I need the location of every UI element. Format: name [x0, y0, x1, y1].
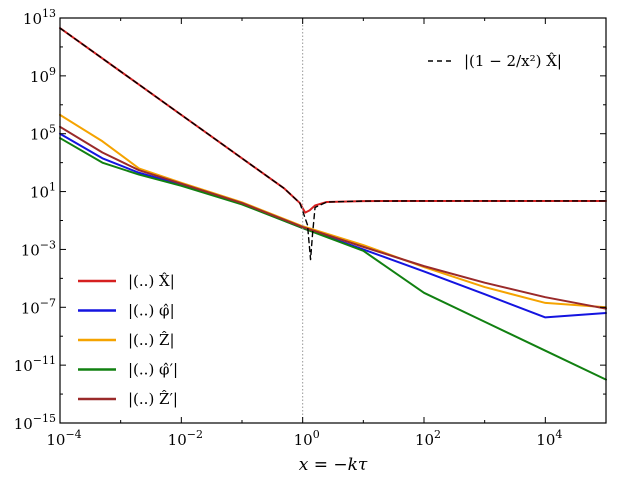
y-tick-label: 1013 — [23, 7, 56, 28]
legend-label-3: |(..) φ̂′| — [128, 361, 178, 379]
ticks-layer — [59, 17, 607, 424]
y-tick-label: 10−3 — [21, 238, 56, 259]
legend-label-5: |(1 − 2/x²) X̂| — [464, 52, 562, 70]
legend-label-0: |(..) X̂| — [128, 272, 175, 290]
tick-labels: 10−4 10−2 100 102 104 10−15 10−11 10−7 10−3 101 10… — [14, 7, 563, 449]
y-tick-label: 10−15 — [14, 412, 56, 433]
legend-label-4: |(..) Ẑ′| — [128, 390, 178, 408]
x-tick-label: 104 — [536, 428, 562, 449]
legend-label-2: |(..) Ẑ| — [128, 331, 175, 349]
x-tick-label: 102 — [415, 428, 441, 449]
series-line-4 — [59, 125, 607, 310]
legend-bottom-left: |(..) X̂| |(..) φ̂| |(..) Ẑ| |(..) φ̂′| |(..… — [78, 272, 178, 408]
x-tick-label: 10−4 — [46, 428, 81, 449]
y-tick-label: 10−7 — [21, 296, 56, 317]
x-axis-label: x = −kτ — [299, 455, 368, 475]
x-tick-label: 100 — [294, 428, 320, 449]
series-layer — [59, 27, 607, 381]
legend-top-right: |(1 − 2/x²) X̂| — [428, 52, 562, 70]
legend-label-1: |(..) φ̂| — [128, 302, 175, 320]
y-tick-label: 101 — [30, 181, 56, 202]
y-tick-label: 105 — [30, 123, 56, 144]
x-tick-label: 10−2 — [168, 428, 203, 449]
series-line-5 — [59, 27, 607, 261]
y-tick-label: 109 — [30, 65, 56, 86]
y-tick-label: 10−11 — [14, 354, 56, 375]
